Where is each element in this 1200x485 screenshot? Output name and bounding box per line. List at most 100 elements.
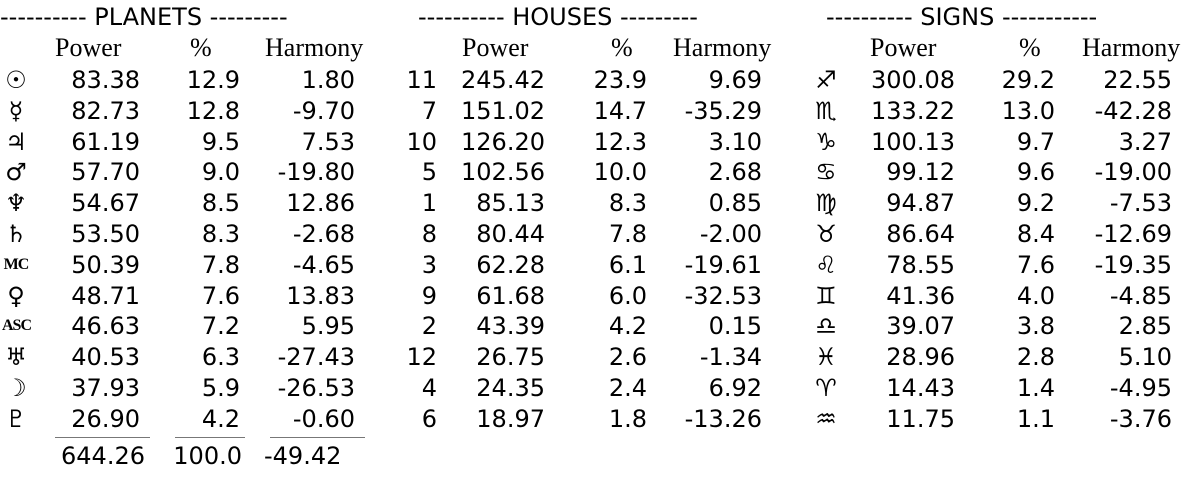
planets-percent-cell: 8.3 <box>201 220 240 248</box>
planets-glyph-icon: MC <box>3 255 30 273</box>
signs-harmony-header: Harmony <box>1082 33 1181 62</box>
houses-house-cell: 9 <box>421 281 437 310</box>
houses-percent-cell: 23.9 <box>593 66 647 94</box>
signs-glyph-icon: ♌ <box>815 250 837 279</box>
planets-power-cell: 83.38 <box>71 66 140 94</box>
planets-power-cell: 26.90 <box>71 404 140 433</box>
houses-percent-cell: 7.8 <box>608 220 647 248</box>
signs-section-title: ---------- SIGNS ----------- <box>826 3 1098 31</box>
houses-power-cell: 61.68 <box>476 281 545 310</box>
signs-harmony-cell: -19.00 <box>1094 158 1172 187</box>
signs-percent-cell: 13.0 <box>1001 96 1055 125</box>
houses-harmony-cell: -13.26 <box>684 404 762 433</box>
planets-glyph-icon: ASC <box>2 317 32 335</box>
houses-house-cell: 5 <box>421 158 437 187</box>
signs-percent-header: % <box>1019 33 1041 62</box>
houses-harmony-cell: -32.53 <box>684 281 762 310</box>
houses-harmony-cell: 0.15 <box>708 312 762 341</box>
signs-harmony-cell: -42.28 <box>1094 96 1172 125</box>
houses-percent-cell: 6.1 <box>608 250 647 279</box>
signs-percent-cell: 9.7 <box>1016 127 1055 156</box>
signs-percent-cell: 29.2 <box>1001 66 1055 94</box>
houses-harmony-header: Harmony <box>673 33 772 62</box>
houses-house-cell: 7 <box>421 96 437 125</box>
houses-power-cell: 151.02 <box>461 96 545 125</box>
signs-percent-cell: 2.8 <box>1016 343 1055 372</box>
planets-glyph-icon: ☽ <box>5 374 27 402</box>
houses-harmony-cell: -19.61 <box>684 250 762 279</box>
houses-power-cell: 43.39 <box>476 312 545 341</box>
planets-percent-cell: 7.2 <box>201 312 240 341</box>
signs-percent-cell: 4.0 <box>1016 281 1055 310</box>
signs-glyph-icon: ♍ <box>815 189 837 218</box>
houses-harmony-cell: -2.00 <box>699 220 762 248</box>
signs-power-cell: 133.22 <box>871 96 955 125</box>
houses-percent-cell: 2.4 <box>608 374 647 402</box>
houses-harmony-cell: 0.85 <box>708 189 762 218</box>
planets-percent-cell: 9.0 <box>201 158 240 187</box>
houses-harmony-cell: -1.34 <box>699 343 762 372</box>
planets-percent-cell: 7.8 <box>201 250 240 279</box>
planets-total-percent: 100.0 <box>173 442 242 470</box>
signs-power-cell: 100.13 <box>871 127 955 156</box>
signs-percent-cell: 8.4 <box>1016 220 1055 248</box>
houses-percent-cell: 1.8 <box>608 404 647 433</box>
planets-total-power: 644.26 <box>61 442 145 470</box>
houses-house-cell: 6 <box>421 404 437 433</box>
planets-harmony-cell: -0.60 <box>292 404 355 433</box>
planets-percent-header: % <box>190 33 212 62</box>
houses-power-header: Power <box>462 33 529 62</box>
planets-power-cell: 53.50 <box>71 220 140 248</box>
planets-power-header: Power <box>55 33 122 62</box>
signs-power-header: Power <box>870 33 937 62</box>
signs-glyph-icon: ♏ <box>815 96 837 125</box>
houses-harmony-cell: 2.68 <box>708 158 762 187</box>
signs-power-cell: 99.12 <box>886 158 955 187</box>
houses-power-cell: 62.28 <box>476 250 545 279</box>
planets-power-cell: 50.39 <box>71 250 140 279</box>
planets-harmony-cell: 13.83 <box>286 281 355 310</box>
signs-power-cell: 14.43 <box>886 374 955 402</box>
houses-power-cell: 245.42 <box>461 66 545 94</box>
planets-harmony-cell: -19.80 <box>277 158 355 187</box>
signs-power-cell: 300.08 <box>871 66 955 94</box>
signs-harmony-cell: -19.35 <box>1094 250 1172 279</box>
planets-percent-cell: 9.5 <box>201 127 240 156</box>
signs-harmony-cell: 2.85 <box>1118 312 1172 341</box>
houses-house-cell: 12 <box>406 343 437 372</box>
houses-power-cell: 102.56 <box>461 158 545 187</box>
signs-power-cell: 94.87 <box>886 189 955 218</box>
planets-power-cell: 61.19 <box>71 127 140 156</box>
houses-power-cell: 80.44 <box>476 220 545 248</box>
planets-percent-cell: 6.3 <box>201 343 240 372</box>
signs-power-cell: 39.07 <box>886 312 955 341</box>
planets-power-cell: 40.53 <box>71 343 140 372</box>
signs-glyph-icon: ♋ <box>815 158 837 187</box>
planets-harmony-cell: -2.68 <box>292 220 355 248</box>
signs-percent-cell: 1.1 <box>1016 404 1055 433</box>
planets-percent-cell: 4.2 <box>201 404 240 433</box>
planets-percent-underline <box>175 437 245 438</box>
signs-harmony-cell: 3.27 <box>1118 127 1172 156</box>
planets-power-cell: 37.93 <box>71 374 140 402</box>
houses-house-cell: 10 <box>406 127 437 156</box>
planets-section-title: ---------- PLANETS --------- <box>0 3 288 31</box>
houses-house-cell: 1 <box>421 189 437 218</box>
planets-percent-cell: 12.9 <box>186 66 240 94</box>
planets-percent-cell: 8.5 <box>201 189 240 218</box>
houses-percent-cell: 2.6 <box>608 343 647 372</box>
planets-percent-cell: 7.6 <box>201 281 240 310</box>
planets-percent-cell: 12.8 <box>186 96 240 125</box>
signs-glyph-icon: ♈ <box>815 374 837 402</box>
planets-harmony-cell: 1.80 <box>301 66 355 94</box>
planets-glyph-icon: ☉ <box>5 66 27 94</box>
planets-glyph-icon: ♅ <box>5 343 27 372</box>
houses-percent-cell: 14.7 <box>593 96 647 125</box>
houses-harmony-cell: -35.29 <box>684 96 762 125</box>
houses-house-cell: 3 <box>421 250 437 279</box>
signs-power-cell: 28.96 <box>886 343 955 372</box>
planets-harmony-underline <box>270 437 365 438</box>
planets-harmony-cell: 5.95 <box>301 312 355 341</box>
signs-percent-cell: 7.6 <box>1016 250 1055 279</box>
signs-percent-cell: 3.8 <box>1016 312 1055 341</box>
